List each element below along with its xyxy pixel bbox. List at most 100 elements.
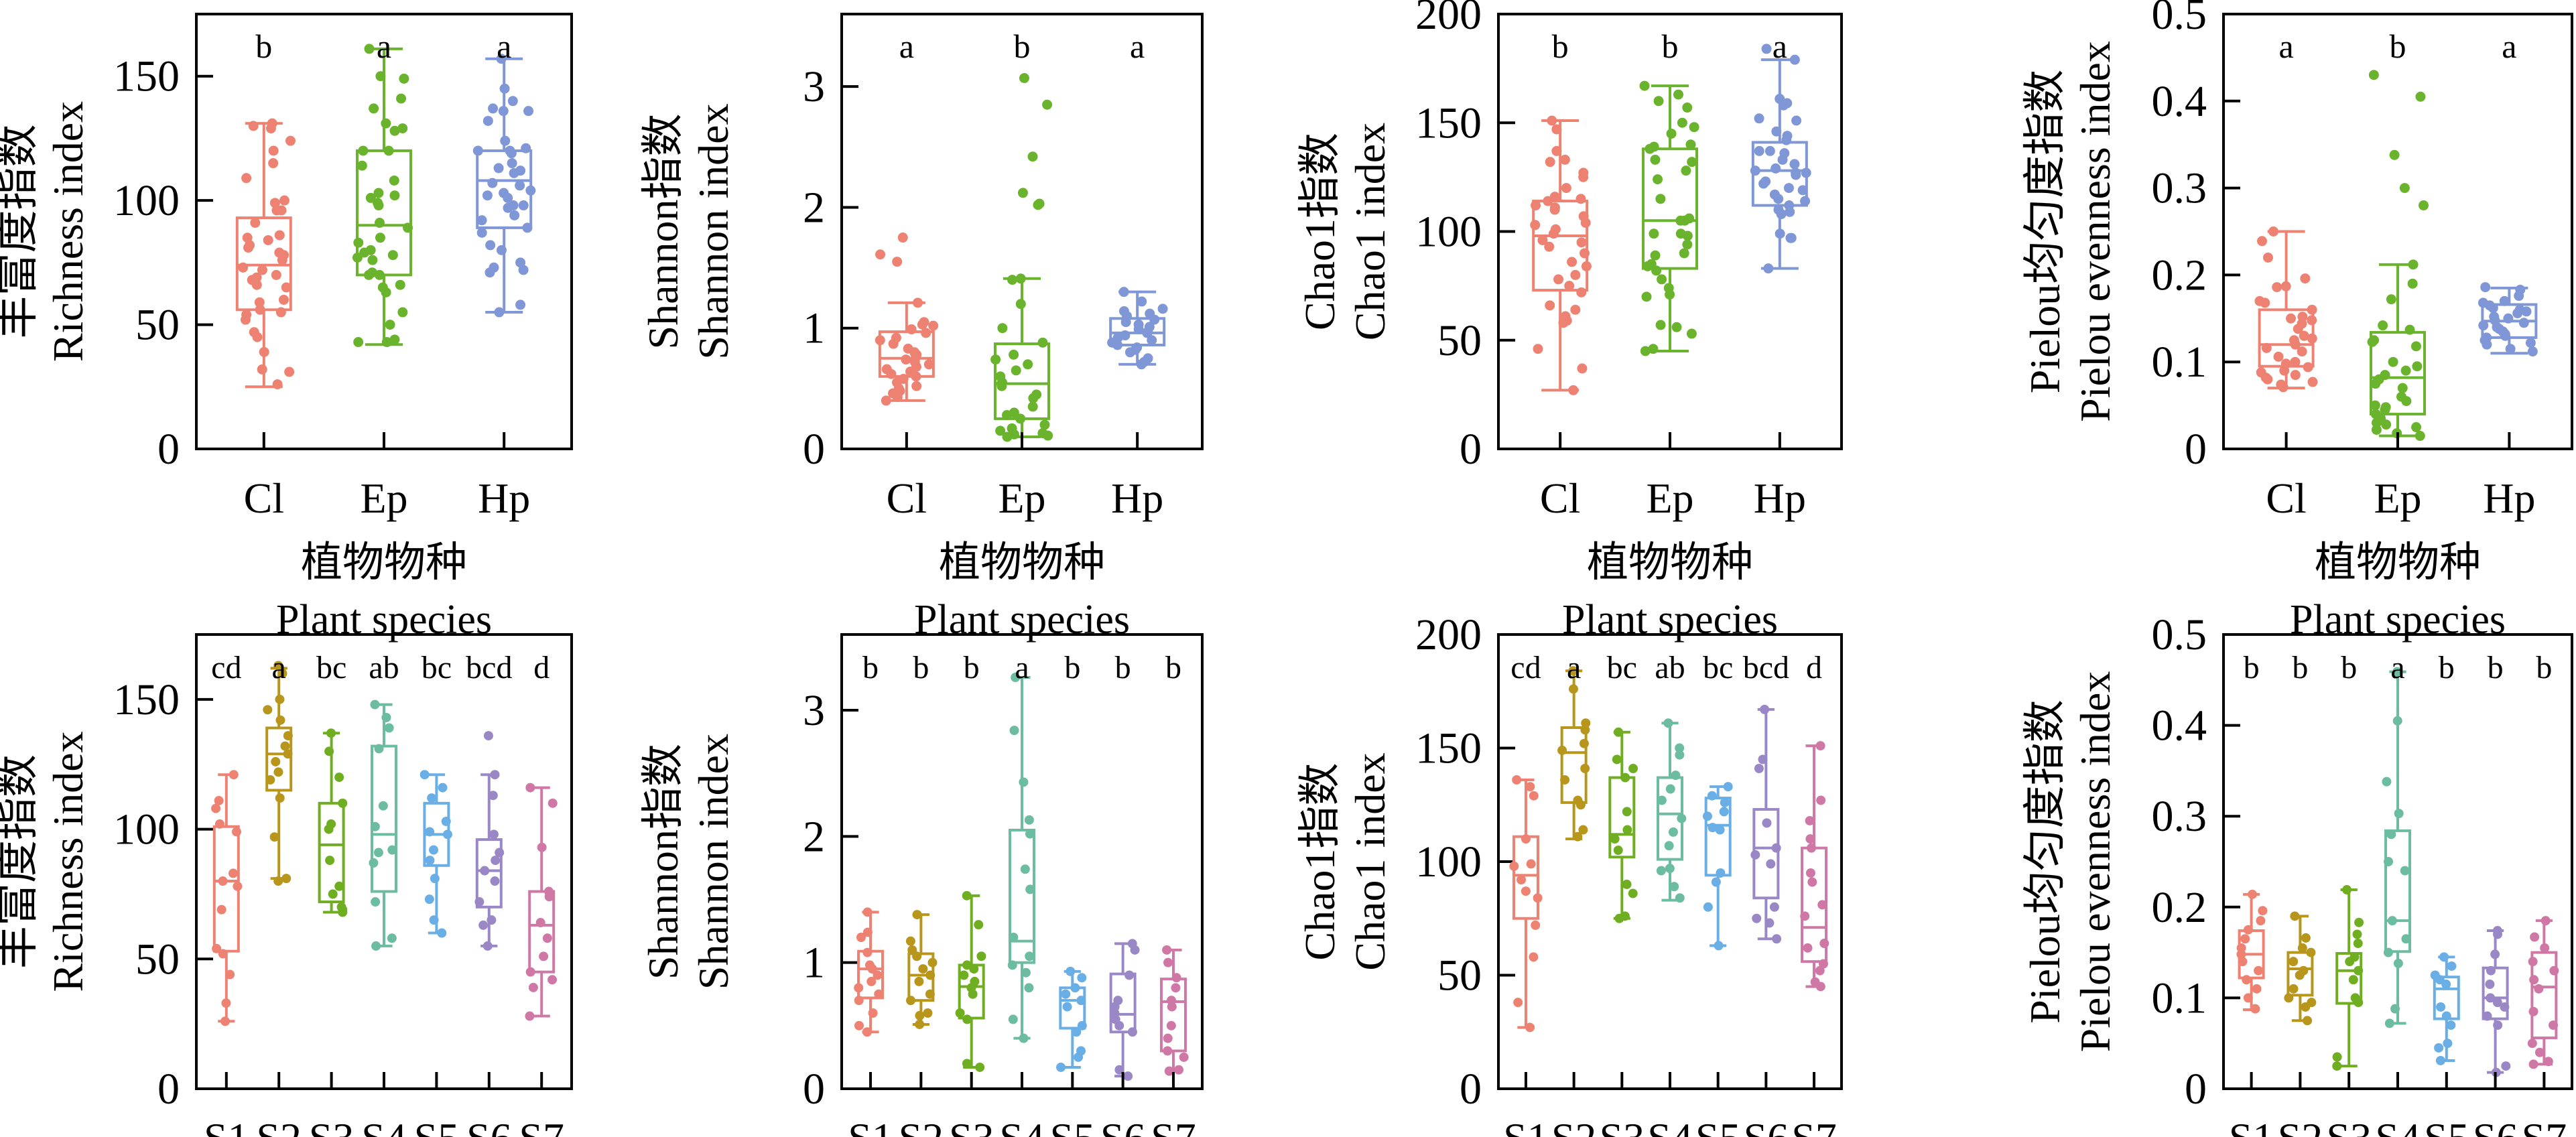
data-point [901, 354, 911, 365]
iqr-box [528, 890, 556, 974]
data-point [1521, 886, 1531, 896]
data-point [1023, 359, 1033, 370]
data-point [2482, 339, 2492, 350]
data-point [352, 252, 363, 263]
data-point [990, 354, 1001, 365]
x-tick-label: Cl [2266, 474, 2306, 522]
data-point [1544, 241, 1555, 252]
data-point [1001, 410, 1012, 421]
data-point [1579, 248, 1590, 259]
y-axis-label-en: Pielou evenness index [2071, 671, 2119, 1053]
data-point [220, 1016, 231, 1026]
box-S3 [318, 728, 348, 917]
x-tick-label: Cl [1540, 474, 1580, 522]
data-point [1020, 864, 1030, 874]
box-Cl [875, 232, 939, 406]
data-point [1577, 363, 1588, 374]
x-tick-label: S5 [1050, 1114, 1096, 1137]
box-S4 [1007, 673, 1035, 1043]
data-point [503, 192, 513, 203]
data-point [1017, 188, 1028, 198]
data-point [2371, 417, 2382, 428]
data-point [334, 881, 344, 891]
significance-letter: bcd [466, 650, 512, 685]
x-tick-label: Hp [1754, 474, 1806, 522]
iqr-box [318, 801, 345, 904]
data-point [962, 1059, 972, 1069]
data-point [1686, 328, 1697, 339]
data-point [1673, 89, 1683, 100]
data-point [2527, 1039, 2537, 1049]
data-point [1754, 113, 1764, 124]
data-point [928, 320, 939, 331]
data-point [2383, 947, 2393, 957]
data-point [243, 243, 254, 253]
data-point [214, 819, 224, 829]
data-point [1752, 913, 1762, 923]
data-point [1789, 54, 1800, 65]
data-point [1548, 228, 1559, 239]
data-point [1681, 165, 1691, 176]
data-point [897, 232, 908, 243]
iqr-box [265, 726, 293, 792]
data-point [1570, 269, 1581, 280]
data-point [269, 832, 279, 842]
data-point [1579, 738, 1589, 748]
data-point [1011, 673, 1021, 683]
y-tick-label: 150 [1415, 724, 1482, 773]
data-point [1171, 973, 1181, 983]
data-point [2297, 346, 2307, 357]
data-point [338, 798, 348, 808]
data-point [2272, 282, 2282, 293]
y-tick-label: 150 [1415, 98, 1482, 147]
x-tick-label: S2 [256, 1114, 302, 1137]
box-S1 [211, 770, 243, 1026]
significance-letter: a [1015, 650, 1029, 685]
data-point [2488, 303, 2498, 314]
x-tick-label: S4 [999, 1114, 1045, 1137]
data-point [2303, 362, 2313, 373]
y-tick-label: 1 [803, 304, 825, 353]
x-tick-label: Cl [244, 474, 284, 522]
x-tick-label: S5 [414, 1114, 460, 1137]
data-point [1112, 340, 1123, 350]
panel-chao1-species: 0 50 100 150 200 Chao1指数 Chao1 index Cl b Ep b Hp a 植… [1296, 0, 1843, 643]
data-point [1008, 1014, 1018, 1024]
data-point [425, 827, 435, 837]
data-point [1628, 888, 1638, 898]
data-point [1720, 797, 1730, 807]
data-point [482, 115, 493, 126]
data-point [1061, 989, 1071, 999]
data-point [2543, 1057, 2553, 1067]
box-S4 [1656, 718, 1687, 903]
data-point [2354, 965, 2364, 976]
y-tick-label: 0.2 [2152, 251, 2207, 299]
data-point [507, 96, 518, 107]
data-point [371, 897, 381, 907]
data-point [1009, 349, 1019, 360]
data-point [1762, 818, 1772, 828]
data-point [2256, 916, 2266, 926]
data-point [1529, 952, 1539, 962]
data-point [1529, 791, 1539, 801]
data-point [441, 816, 451, 826]
data-point [2501, 1061, 2511, 1071]
data-point [2392, 667, 2402, 677]
x-tick-label: Ep [1646, 474, 1693, 522]
data-point [2381, 419, 2392, 430]
data-point [1622, 807, 1632, 817]
data-point [254, 297, 265, 308]
data-point [2307, 377, 2318, 387]
data-point [2384, 1018, 2394, 1028]
y-axis-label-cn: 丰富度指数 [0, 754, 42, 969]
data-point [383, 145, 394, 156]
data-point [1682, 239, 1693, 250]
data-point [1687, 157, 1697, 168]
data-point [2238, 957, 2248, 967]
data-point [275, 694, 285, 704]
data-point [491, 856, 501, 866]
data-point [263, 235, 273, 245]
data-point [2243, 993, 2253, 1003]
box-S6 [1750, 704, 1782, 944]
data-point [1062, 1002, 1072, 1012]
